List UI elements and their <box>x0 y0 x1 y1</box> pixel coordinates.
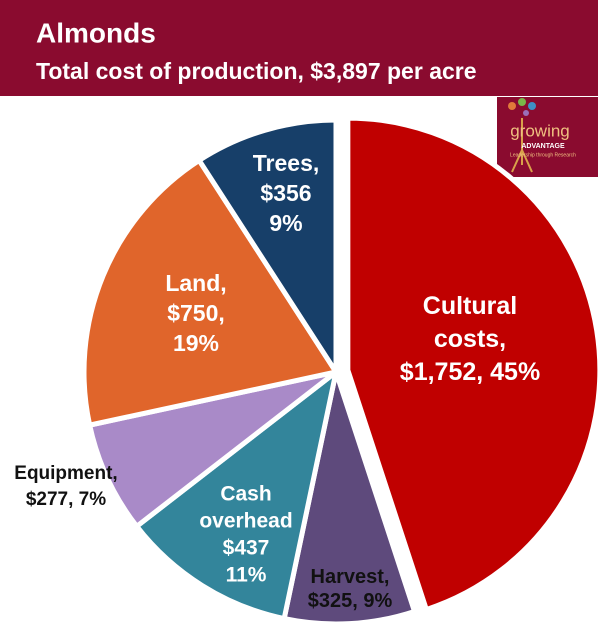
slice-label-line: $356 <box>260 180 311 206</box>
slice-label-line: costs, <box>434 325 506 353</box>
logo-leaf <box>528 102 536 110</box>
pie-slice <box>196 117 339 375</box>
slice-label-line: $325, 9% <box>308 590 393 612</box>
logo-leaf <box>518 98 526 106</box>
logo-root <box>511 118 533 173</box>
pie-slice <box>281 369 418 627</box>
slice-label-line: Land, <box>165 270 226 296</box>
slice-label-line: $1,752, 45% <box>400 358 540 386</box>
slice-label: Trees, $356 9% <box>253 150 320 236</box>
slice-label-line: $277, 7% <box>26 489 106 510</box>
logo-motto: Leadership through Research <box>510 152 576 158</box>
chart-title: Almonds <box>36 17 156 48</box>
slice-label-line: Harvest, <box>311 566 390 588</box>
slice-label: Cash overhead $437 11% <box>199 482 292 586</box>
pie-slice <box>345 115 598 613</box>
header-band <box>0 0 598 96</box>
pie-slice <box>134 369 339 622</box>
logo: growing ADVANTAGE Leadership through Res… <box>497 97 598 177</box>
pie-slice <box>81 157 339 428</box>
slice-label-line: 9% <box>269 210 302 236</box>
logo-leaf <box>523 110 529 116</box>
slice-label: Cultural costs, $1,752, 45% <box>400 292 540 386</box>
slice-label-line: $750, <box>167 300 225 326</box>
logo-box <box>497 97 598 177</box>
slice-label: Harvest, $325, 9% <box>308 566 393 612</box>
slice-label-line: Trees, <box>253 150 320 176</box>
slice-label-line: overhead <box>199 509 292 532</box>
logo-tagline: ADVANTAGE <box>521 143 565 150</box>
slice-label-line: Equipment, <box>14 463 117 484</box>
slice-label: Equipment, $277, 7% <box>14 463 117 510</box>
slice-label-line: Cash <box>220 482 271 505</box>
logo-name: growing <box>510 121 570 140</box>
slice-label-line: $437 <box>223 536 270 559</box>
slice-label: Land, $750, 19% <box>165 270 226 356</box>
logo-leaf <box>508 102 516 110</box>
chart-subtitle: Total cost of production, $3,897 per acr… <box>36 58 477 84</box>
slice-label-line: Cultural <box>423 292 517 320</box>
slice-label-line: 11% <box>226 563 267 586</box>
slice-label-line: 19% <box>173 330 219 356</box>
